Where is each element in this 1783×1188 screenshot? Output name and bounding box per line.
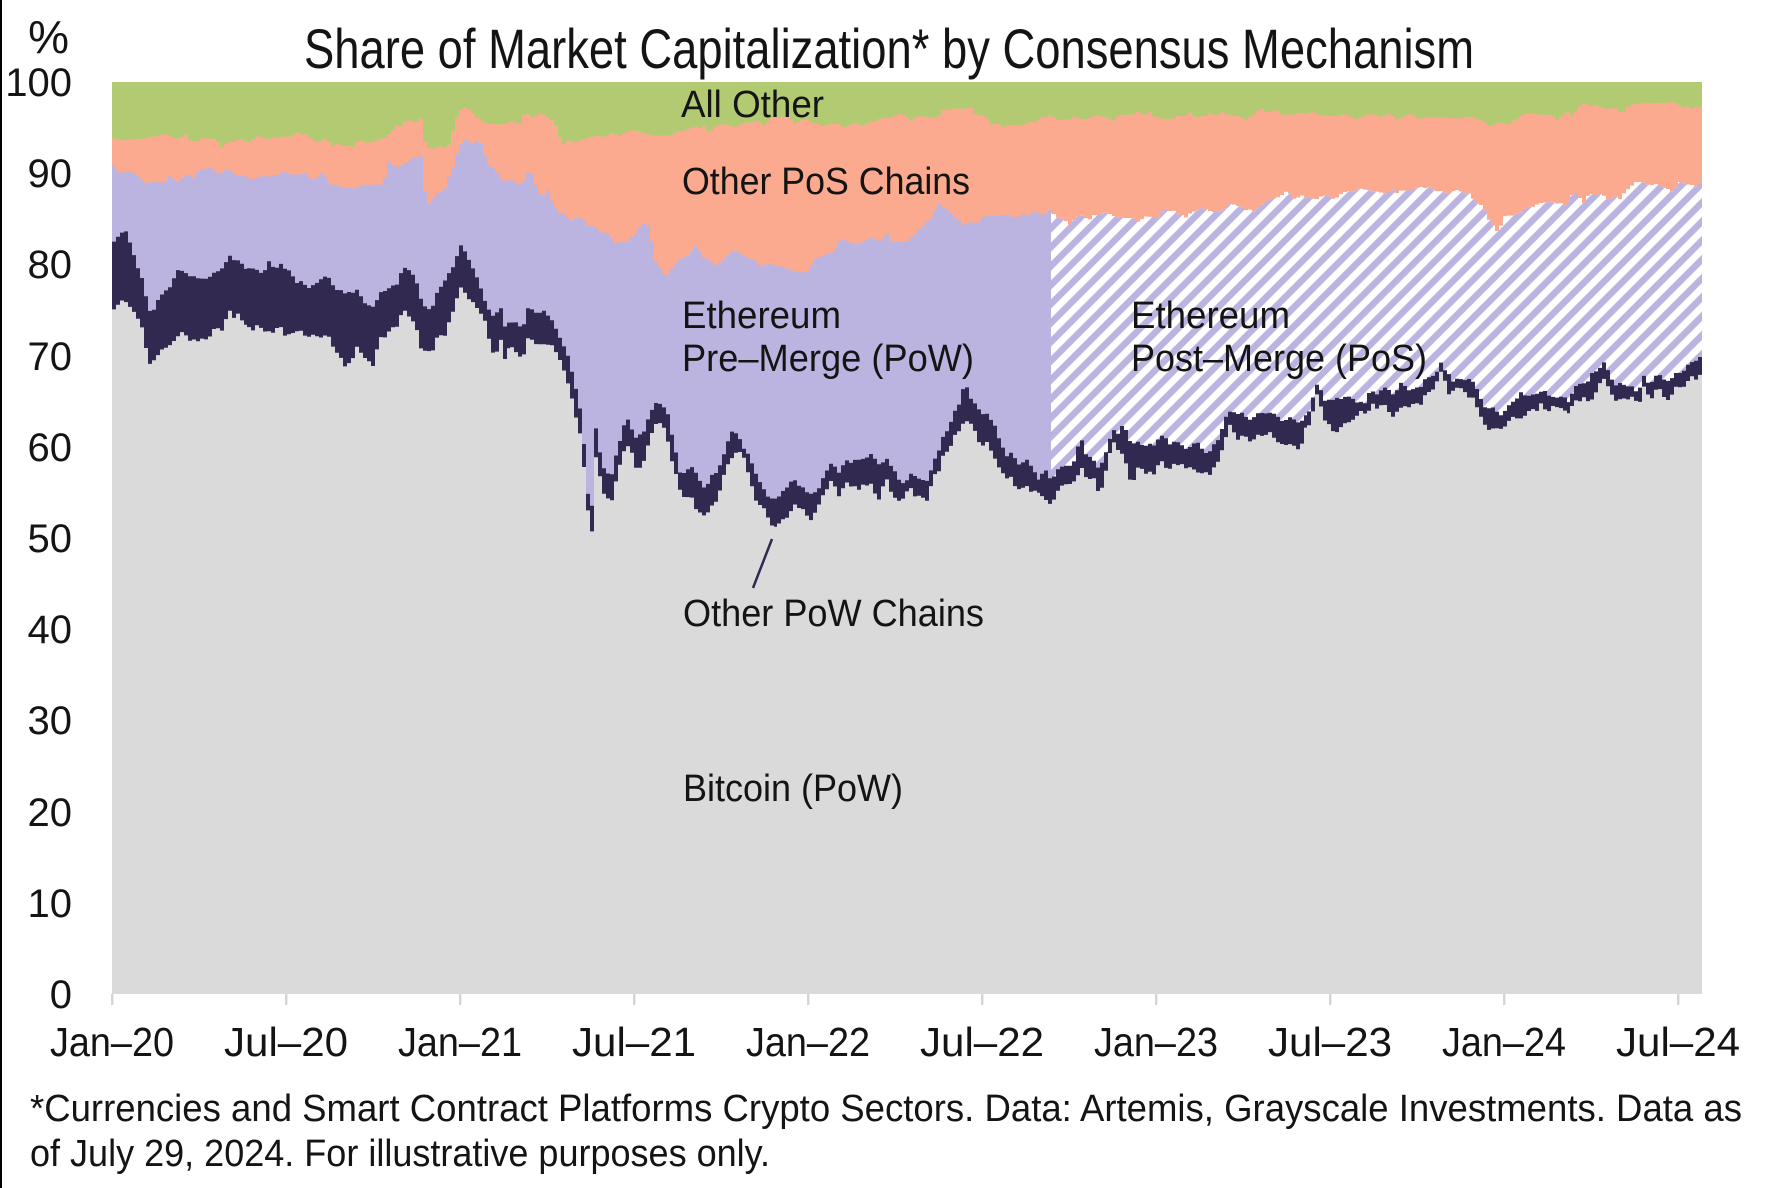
svg-text:90: 90 bbox=[28, 152, 73, 196]
svg-text:Bitcoin (PoW): Bitcoin (PoW) bbox=[683, 768, 903, 810]
svg-text:Jan–22: Jan–22 bbox=[746, 1019, 870, 1065]
svg-text:All Other: All Other bbox=[681, 84, 824, 126]
svg-text:0: 0 bbox=[50, 973, 72, 1017]
svg-text:Jan–20: Jan–20 bbox=[50, 1019, 174, 1065]
svg-text:Share of Market Capitalization: Share of Market Capitalization* by Conse… bbox=[304, 17, 1474, 80]
svg-text:Jan–24: Jan–24 bbox=[1442, 1019, 1566, 1065]
svg-text:Jul–20: Jul–20 bbox=[224, 1019, 348, 1065]
svg-text:40: 40 bbox=[28, 608, 73, 652]
svg-text:Jul–21: Jul–21 bbox=[572, 1019, 696, 1065]
svg-text:80: 80 bbox=[28, 243, 73, 287]
svg-text:10: 10 bbox=[28, 882, 73, 926]
svg-text:Jul–23: Jul–23 bbox=[1268, 1019, 1392, 1065]
svg-text:Jan–21: Jan–21 bbox=[398, 1019, 522, 1065]
svg-text:*Currencies and Smart Contract: *Currencies and Smart Contract Platforms… bbox=[30, 1088, 1742, 1130]
svg-text:50: 50 bbox=[28, 517, 73, 561]
svg-text:20: 20 bbox=[28, 791, 73, 835]
svg-text:Jan–23: Jan–23 bbox=[1094, 1019, 1218, 1065]
svg-text:Post–Merge (PoS): Post–Merge (PoS) bbox=[1131, 338, 1427, 380]
svg-text:30: 30 bbox=[28, 699, 73, 743]
svg-text:Jul–22: Jul–22 bbox=[920, 1019, 1044, 1065]
svg-text:100: 100 bbox=[5, 61, 72, 105]
svg-text:60: 60 bbox=[28, 426, 73, 470]
svg-text:Jul–24: Jul–24 bbox=[1616, 1019, 1740, 1065]
svg-text:Pre–Merge (PoW): Pre–Merge (PoW) bbox=[682, 338, 974, 380]
svg-text:%: % bbox=[28, 11, 69, 63]
svg-text:70: 70 bbox=[28, 335, 73, 379]
svg-text:Other PoS Chains: Other PoS Chains bbox=[682, 161, 970, 203]
svg-text:Other PoW Chains: Other PoW Chains bbox=[683, 593, 984, 635]
svg-text:of July 29, 2024. For illustra: of July 29, 2024. For illustrative purpo… bbox=[30, 1133, 770, 1175]
svg-text:Ethereum: Ethereum bbox=[682, 295, 841, 337]
svg-text:Ethereum: Ethereum bbox=[1131, 295, 1290, 337]
